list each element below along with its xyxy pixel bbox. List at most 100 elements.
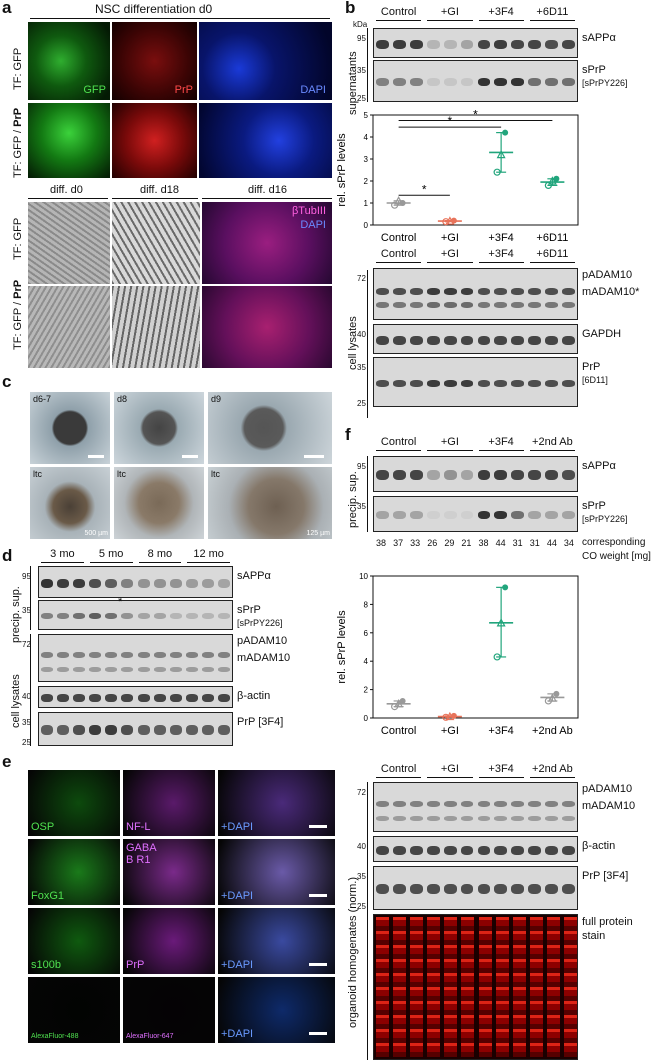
stain-btub-label: βTubIII [291, 205, 326, 217]
data-point [391, 201, 399, 209]
panel-label-f: f [345, 425, 351, 444]
panel-d-group-label: 8 mo [147, 548, 173, 560]
d-sappa-band [41, 578, 54, 588]
b-sprp [373, 60, 578, 102]
y-tick-label: 4 [364, 133, 369, 142]
panel-f-blots: Control +GI +3F4 +2nd Ab 95 sAPPα 35 sPrP [sPrPY… [336, 428, 653, 1062]
b-sappa-band [426, 39, 440, 49]
panel-f-hom-group-label: +GI [440, 763, 459, 775]
b-sappa-band [409, 39, 423, 49]
phase-d0-row2 [28, 286, 110, 368]
f-actin-band [443, 845, 457, 855]
d-sappa-band [137, 578, 150, 588]
d-sprp-band [121, 613, 134, 619]
d-sappa-band [201, 578, 214, 588]
b-prp-band [477, 379, 491, 387]
b-adam-label: pADAM10 [582, 269, 633, 281]
panel-b-lys-group-line [376, 262, 422, 263]
f-sprp-band [460, 511, 474, 519]
b-gapdh-band [409, 335, 423, 345]
d-adam [38, 634, 233, 682]
b-gapdh-band [494, 335, 508, 345]
f-prp-band [426, 884, 440, 894]
e-cell-label: FoxG1 [31, 890, 65, 902]
data-point [399, 200, 406, 206]
b-sprp-band [460, 78, 474, 86]
d-prp-band [153, 725, 166, 735]
y-tick-label: 1 [364, 199, 369, 208]
d-sappa [38, 566, 233, 598]
d-sprp [38, 600, 233, 630]
d-adam-lower-band [105, 666, 118, 672]
organoid-tag-1: d6-7 [33, 394, 52, 404]
channel-prp-label: PrP [174, 84, 193, 96]
f-co-caption1: corresponding [582, 537, 646, 548]
f-actin-band [494, 845, 508, 855]
b-adam [373, 268, 578, 320]
significance-star: * [422, 182, 427, 196]
d-lys-bracket [30, 634, 31, 746]
b-prp-band [494, 379, 508, 387]
organoid-tag-6: ltc [211, 469, 220, 479]
b-prp-band [443, 379, 457, 387]
b-prp-marker: 25 [357, 399, 366, 408]
b-sprp-band [443, 78, 457, 86]
f-sprp-band [409, 511, 423, 519]
data-point [493, 168, 501, 176]
b-gapdh-label: GAPDH [582, 328, 622, 340]
b-sprp-band [545, 78, 559, 86]
f-co-weight: 21 [461, 538, 472, 548]
significance-star: * [473, 108, 478, 122]
e-cell-label: OSP [31, 821, 55, 833]
panel-a-row4-label: TF: GFP / PrP [12, 279, 24, 350]
f-prp-band [477, 884, 491, 894]
d-adam-lower-band [201, 666, 214, 672]
e-cell-label: +DAPI [221, 959, 254, 971]
d-actin-band [153, 694, 166, 702]
b-sappa-band [460, 39, 474, 49]
if-prp-row2 [112, 103, 197, 178]
f-sprp-band [477, 511, 491, 519]
d-actin-band [57, 694, 70, 702]
f-sappa-band [545, 470, 559, 480]
b-sprp-label: sPrP [582, 64, 606, 76]
d-adam-band [73, 652, 86, 658]
data-point [553, 175, 560, 182]
d-sprp-band [185, 613, 198, 619]
f-adam-lower-band [392, 815, 406, 821]
b-adam-lower-band [528, 302, 542, 308]
d-adam-label: pADAM10 [237, 635, 288, 647]
f-protein-stain [373, 914, 578, 1060]
d-prp-band [41, 725, 54, 735]
b-sprp-band [494, 78, 508, 86]
d-actin-label: β-actin [237, 690, 271, 702]
d-sprp-label: sPrP [237, 604, 261, 616]
f-co-weight: 29 [444, 538, 455, 548]
e-scale-bar [309, 825, 327, 828]
panel-b-group-label: +3F4 [488, 6, 514, 18]
b-sappa-band [562, 39, 575, 49]
b-sprp-band [562, 78, 575, 86]
b-gapdh-marker: 40 [357, 330, 366, 339]
f-actin-band [426, 845, 440, 855]
d-adam-lower-band [57, 666, 70, 672]
e-cell: AlexaFluor-488 [28, 977, 120, 1043]
f-co-weight: 38 [376, 538, 387, 548]
panel-b-lys-group-line [427, 262, 473, 263]
d-sprp-band [41, 613, 54, 619]
if-tub-row1: βTubIII DAPI [202, 202, 332, 284]
organoid-tag-4: ltc [33, 469, 42, 479]
y-axis-label: rel. sPrP levels [336, 610, 348, 684]
organoid-d67: d6-7 [30, 392, 110, 464]
b-sprp-band [528, 78, 542, 86]
col-line-3 [202, 198, 332, 199]
scatter-chart: 0 2 4 6 8 10 rel. sPrP levels Control +GI +3F4 +2n… [336, 572, 579, 737]
f-actin [373, 836, 578, 862]
f-sappa-band [562, 470, 575, 480]
f-actin-label: β-actin [582, 840, 616, 852]
e-cell-label: AlexaFluor-647 [126, 1033, 174, 1040]
y-tick-label: 2 [364, 177, 369, 186]
f-stain-label1: full protein [582, 916, 633, 928]
f-sprp-label: sPrP [582, 500, 606, 512]
e-cell: FoxG1 [28, 839, 120, 905]
